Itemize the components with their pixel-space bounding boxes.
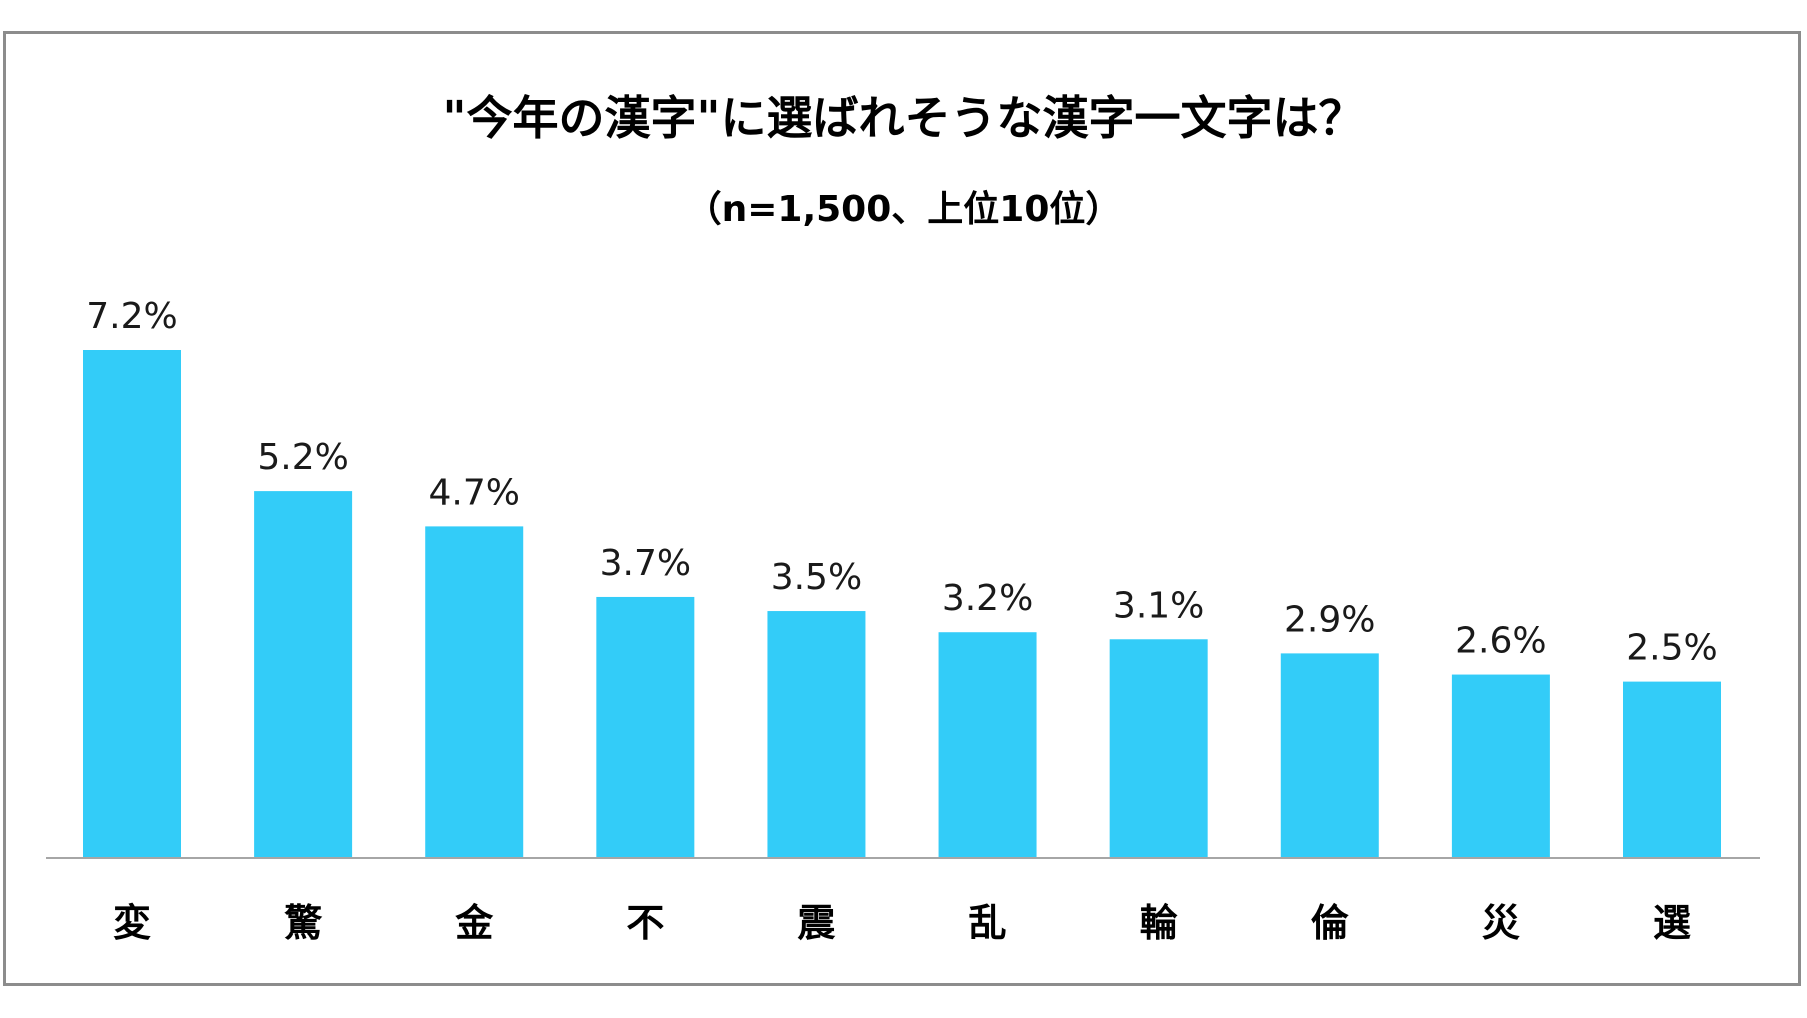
category-label-4: 不 bbox=[626, 901, 664, 945]
value-label-10: 2.5% bbox=[1626, 628, 1717, 669]
category-label-5: 震 bbox=[797, 901, 836, 945]
bar-1 bbox=[83, 350, 181, 858]
bar-5 bbox=[767, 611, 866, 858]
value-label-2: 5.2% bbox=[257, 437, 348, 478]
category-label-10: 選 bbox=[1653, 901, 1691, 945]
category-label-3: 金 bbox=[454, 901, 494, 945]
bar-3 bbox=[425, 526, 524, 858]
bar-9 bbox=[1451, 674, 1550, 858]
bar-4 bbox=[596, 596, 695, 858]
category-label-6: 乱 bbox=[969, 901, 1007, 945]
bar-7 bbox=[1109, 639, 1208, 858]
category-label-1: 変 bbox=[113, 901, 151, 945]
value-label-1: 7.2% bbox=[86, 296, 177, 337]
value-label-5: 3.5% bbox=[771, 557, 862, 598]
chart-title: "今年の漢字"に選ばれそうな漢字一文字は？ bbox=[442, 91, 1365, 145]
value-label-8: 2.9% bbox=[1284, 599, 1375, 640]
value-label-9: 2.6% bbox=[1455, 621, 1546, 662]
value-label-3: 4.7% bbox=[428, 472, 519, 513]
category-label-7: 輪 bbox=[1140, 901, 1178, 945]
bar-6 bbox=[938, 632, 1037, 858]
bar-8 bbox=[1280, 653, 1379, 858]
value-label-7: 3.1% bbox=[1113, 585, 1204, 626]
bar-10 bbox=[1623, 681, 1721, 858]
bar-2 bbox=[254, 491, 353, 858]
category-label-8: 倫 bbox=[1311, 901, 1350, 945]
category-label-2: 驚 bbox=[284, 901, 323, 945]
value-label-4: 3.7% bbox=[600, 543, 691, 584]
value-label-6: 3.2% bbox=[942, 578, 1033, 619]
chart-subtitle: （n=1,500、上位10位） bbox=[685, 189, 1122, 230]
category-label-9: 災 bbox=[1482, 901, 1520, 945]
